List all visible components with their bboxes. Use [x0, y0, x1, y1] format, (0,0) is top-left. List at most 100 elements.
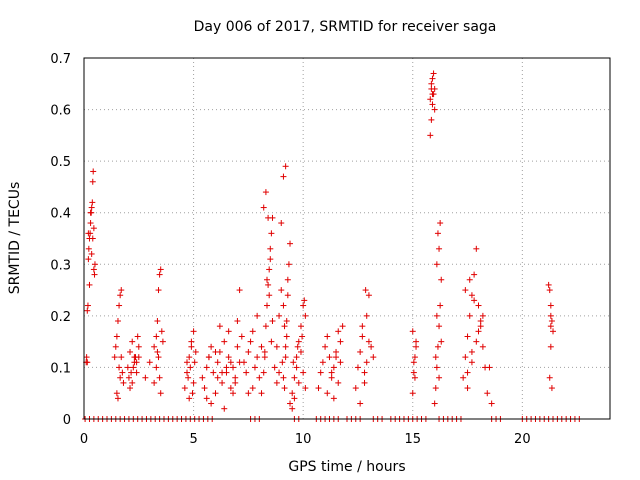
- data-point: [184, 359, 191, 366]
- data-point: [361, 369, 368, 376]
- data-point: [112, 343, 119, 350]
- data-point: [295, 338, 302, 345]
- data-point: [429, 101, 436, 108]
- data-point: [258, 343, 265, 350]
- data-point: [293, 364, 300, 371]
- data-point: [411, 354, 418, 361]
- data-point: [548, 385, 555, 392]
- x-tick-label: 10: [295, 432, 312, 447]
- data-point: [125, 374, 132, 381]
- data-point: [219, 369, 226, 376]
- data-point: [186, 395, 193, 402]
- data-point: [221, 338, 228, 345]
- data-point: [410, 369, 417, 376]
- data-point: [361, 379, 368, 386]
- data-point: [432, 354, 439, 361]
- data-point: [434, 230, 441, 237]
- data-point: [284, 292, 291, 299]
- data-point: [127, 348, 134, 355]
- data-point: [157, 266, 164, 273]
- data-point: [431, 106, 438, 113]
- data-point: [276, 312, 283, 319]
- data-point: [155, 287, 162, 294]
- data-point: [128, 369, 135, 376]
- data-point: [546, 374, 553, 381]
- data-point: [133, 369, 140, 376]
- data-point: [88, 250, 95, 257]
- data-point: [199, 374, 206, 381]
- y-tick-label: 0.4: [50, 207, 71, 222]
- data-point: [90, 168, 97, 175]
- data-point: [157, 390, 164, 397]
- data-point: [129, 338, 136, 345]
- data-point: [187, 364, 194, 371]
- data-point: [354, 364, 361, 371]
- data-point: [212, 390, 219, 397]
- data-point: [294, 343, 301, 350]
- data-point: [278, 220, 285, 227]
- axis-ticks: [84, 58, 610, 419]
- data-point: [127, 385, 134, 392]
- data-point: [85, 230, 92, 237]
- data-point: [433, 364, 440, 371]
- data-point: [208, 400, 215, 407]
- data-point: [486, 364, 493, 371]
- data-point: [151, 379, 158, 386]
- data-point: [290, 359, 297, 366]
- data-point: [158, 328, 165, 335]
- data-point: [289, 390, 296, 397]
- chart-title: Day 006 of 2017, SRMTID for receiver sag…: [194, 19, 497, 35]
- data-point: [302, 312, 309, 319]
- data-point: [86, 281, 93, 288]
- data-point: [113, 333, 120, 340]
- data-point: [156, 271, 163, 278]
- data-point: [335, 328, 342, 335]
- data-point: [267, 245, 274, 252]
- data-point: [262, 323, 269, 330]
- y-tick-label: 0.3: [50, 258, 71, 273]
- data-point: [84, 302, 91, 309]
- data-point: [326, 354, 333, 361]
- data-point: [479, 343, 486, 350]
- data-point: [258, 390, 265, 397]
- data-point: [268, 230, 275, 237]
- data-point: [261, 354, 268, 361]
- data-point: [232, 379, 239, 386]
- data-point: [337, 338, 344, 345]
- data-point: [273, 379, 280, 386]
- data-point: [216, 323, 223, 330]
- data-point: [284, 276, 291, 283]
- data-point: [154, 318, 161, 325]
- data-point: [409, 328, 416, 335]
- data-point: [473, 245, 480, 252]
- data-point: [291, 395, 298, 402]
- data-point: [468, 348, 475, 355]
- data-point: [221, 405, 228, 412]
- data-point: [359, 333, 366, 340]
- data-point: [261, 348, 268, 355]
- data-point: [230, 390, 237, 397]
- data-point: [300, 302, 307, 309]
- data-point: [135, 354, 142, 361]
- data-point: [547, 302, 554, 309]
- data-point: [151, 343, 158, 350]
- data-point: [438, 276, 445, 283]
- data-point: [428, 116, 435, 123]
- data-point: [547, 323, 554, 330]
- grid-lines: [84, 58, 610, 419]
- data-point: [234, 343, 241, 350]
- data-point: [240, 359, 247, 366]
- data-point: [269, 318, 276, 325]
- data-point: [243, 369, 250, 376]
- data-point: [87, 209, 94, 216]
- data-point: [365, 338, 372, 345]
- x-tick-label: 15: [404, 432, 421, 447]
- data-point: [428, 80, 435, 87]
- data-point: [188, 343, 195, 350]
- data-point: [357, 400, 364, 407]
- data-point: [190, 379, 197, 386]
- data-point: [466, 276, 473, 283]
- data-point: [299, 333, 306, 340]
- data-point: [432, 385, 439, 392]
- data-point: [89, 235, 96, 242]
